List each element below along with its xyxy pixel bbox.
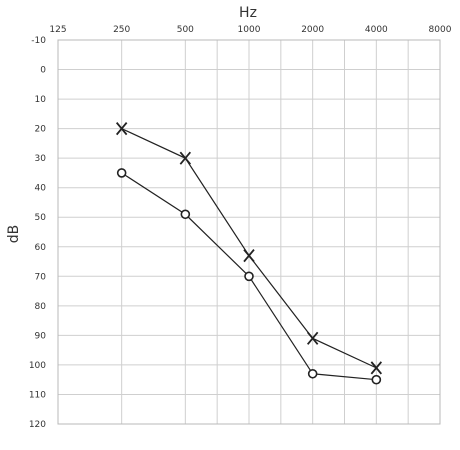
y-tick-label: -10 bbox=[31, 36, 46, 46]
o-marker bbox=[180, 209, 191, 220]
y-tick-label: 120 bbox=[29, 420, 46, 430]
y-tick-label: 100 bbox=[29, 361, 46, 371]
x-axis-title: Hz bbox=[239, 5, 257, 21]
o-marker bbox=[116, 168, 127, 178]
y-axis-title: dB bbox=[6, 225, 22, 244]
x-marker bbox=[370, 361, 383, 375]
o-marker bbox=[307, 368, 318, 379]
y-tick-label: 90 bbox=[35, 331, 47, 341]
o-marker bbox=[371, 374, 382, 385]
x-marker bbox=[179, 151, 192, 165]
y-tick-label: 80 bbox=[35, 302, 47, 312]
o-marker bbox=[244, 271, 254, 282]
x-tick-label: 8000 bbox=[429, 25, 452, 35]
x-tick-label: 500 bbox=[177, 25, 194, 35]
y-tick-label: 10 bbox=[35, 95, 47, 105]
y-tick-label: 60 bbox=[35, 243, 47, 253]
y-tick-label: 110 bbox=[29, 390, 46, 400]
y-tick-label: 50 bbox=[35, 213, 47, 223]
y-tick-label: 70 bbox=[35, 272, 47, 282]
x-tick-label: 2000 bbox=[301, 25, 324, 35]
x-marker bbox=[243, 249, 255, 263]
y-tick-label: 30 bbox=[35, 154, 47, 164]
x-marker bbox=[115, 122, 128, 136]
x-tick-label: 250 bbox=[113, 25, 130, 35]
x-marker bbox=[306, 331, 319, 345]
y-tick-label: 40 bbox=[35, 184, 47, 194]
x-tick-label: 125 bbox=[49, 25, 66, 35]
x-tick-label: 1000 bbox=[238, 25, 261, 35]
x-tick-label: 4000 bbox=[365, 25, 388, 35]
y-tick-label: 20 bbox=[35, 125, 47, 135]
plot-frame bbox=[57, 39, 441, 425]
y-tick-label: 0 bbox=[40, 66, 46, 76]
